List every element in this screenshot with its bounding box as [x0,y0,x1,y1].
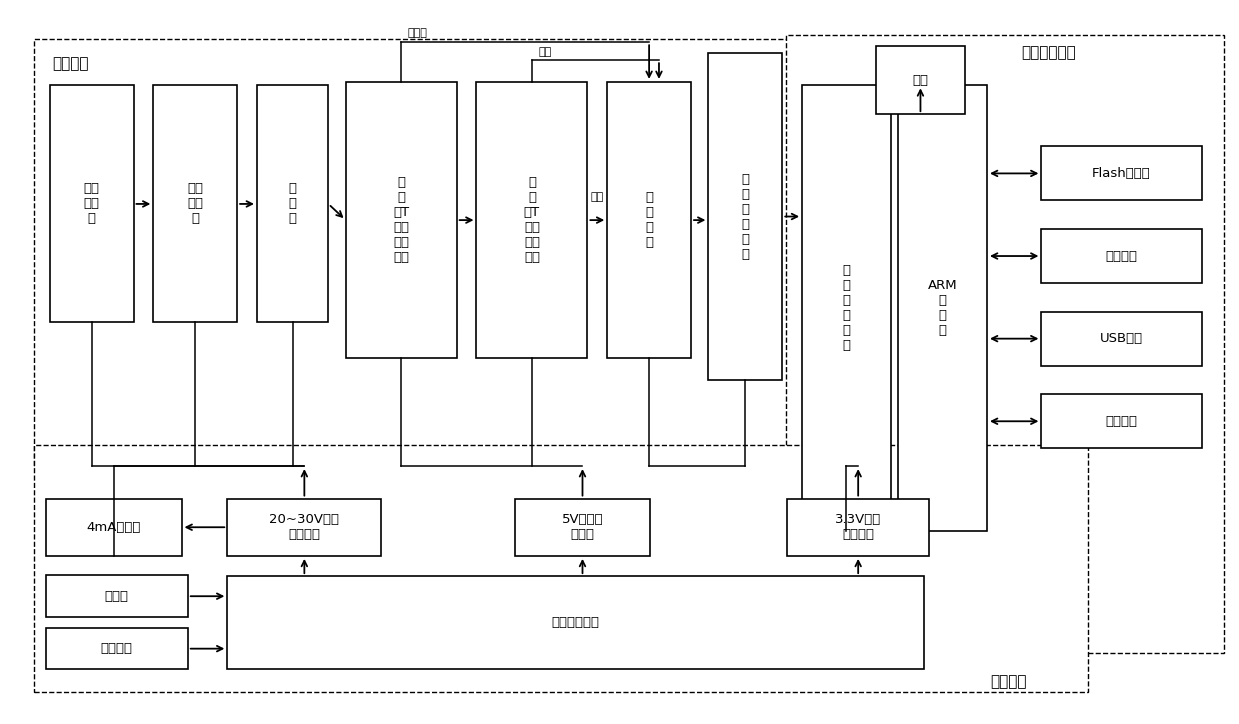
Bar [46,628,188,670]
Bar [786,35,1224,653]
Bar [1041,395,1202,448]
Text: 充电接口: 充电接口 [100,642,133,655]
Text: 滤
波
器: 滤 波 器 [289,182,296,225]
Bar [898,85,987,531]
Text: 前置
放大
器: 前置 放大 器 [187,182,203,225]
Bar [514,499,650,556]
Text: 液晶: 液晶 [912,74,928,86]
Text: 20~30V模拟
供电模块: 20~30V模拟 供电模块 [269,513,339,542]
Bar [876,46,965,114]
Bar [227,576,924,670]
Bar [787,499,929,556]
Text: 时钟模块: 时钟模块 [1105,415,1137,428]
Text: 电
压
调
整
模
块: 电 压 调 整 模 块 [741,172,750,261]
Bar [46,576,188,617]
Bar [346,82,457,358]
Bar [50,85,134,322]
Bar [256,85,328,322]
Text: 主处理器电路: 主处理器电路 [1021,46,1075,61]
Bar [709,53,782,380]
Bar [1041,229,1202,283]
Bar [802,85,891,531]
Text: 加速度: 加速度 [408,28,427,38]
Text: 3.3V数字
供电模块: 3.3V数字 供电模块 [835,513,881,542]
Bar [1041,146,1202,201]
Text: 按键模块: 按键模块 [1105,250,1137,263]
Bar [33,38,817,466]
Text: 电源控制模块: 电源控制模块 [551,616,600,629]
Text: 传感
器阵
列: 传感 器阵 列 [83,182,99,225]
Text: 位移: 位移 [591,192,603,202]
Text: 开
关
模
块: 开 关 模 块 [646,191,653,249]
Text: 第
一
双T
型一
次积
分器: 第 一 双T 型一 次积 分器 [393,176,409,264]
Bar [227,499,382,556]
Text: Flash存储器: Flash存储器 [1092,167,1151,180]
Text: 锂电池: 锂电池 [105,590,129,602]
Text: 5V模拟供
电模块: 5V模拟供 电模块 [561,513,603,542]
Text: 模拟电路: 模拟电路 [52,56,89,72]
Text: 4mA电流源: 4mA电流源 [87,521,141,534]
Bar [154,85,237,322]
Bar [33,445,1088,692]
Text: 第
二
双T
型一
次积
分器: 第 二 双T 型一 次积 分器 [524,176,540,264]
Text: 供电电路: 供电电路 [990,674,1027,689]
Bar [1041,312,1202,366]
Text: USB接口: USB接口 [1100,332,1144,345]
Bar [607,82,691,358]
Bar [477,82,587,358]
Bar [46,499,182,556]
Text: 速度: 速度 [538,46,551,56]
Text: 模
数
转
换
接
口: 模 数 转 换 接 口 [843,264,850,352]
Text: ARM
处
理
器: ARM 处 理 器 [928,279,958,337]
